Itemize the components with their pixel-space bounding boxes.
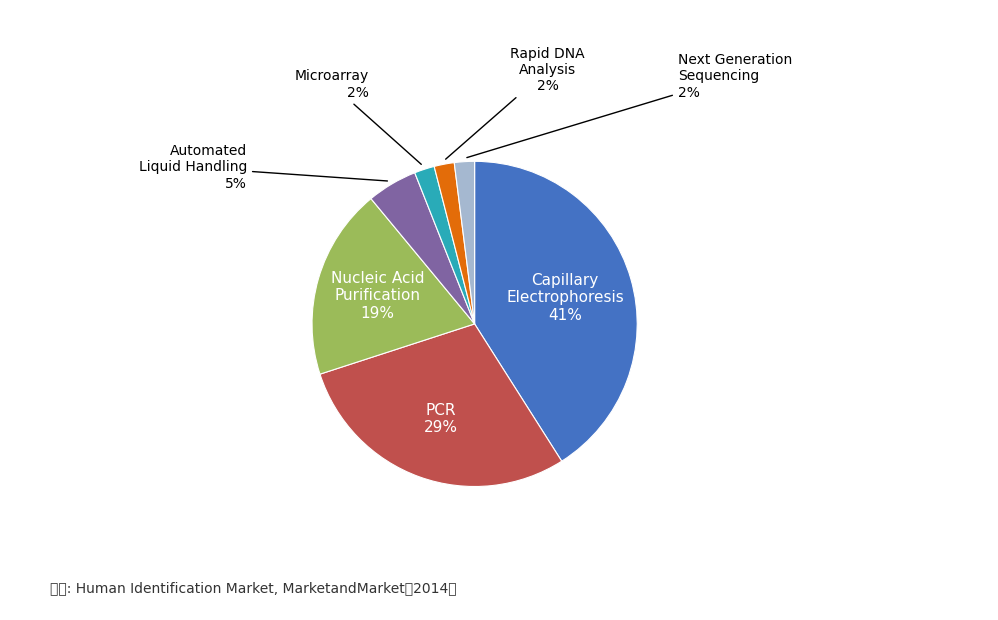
Text: Microarray
2%: Microarray 2% [294,69,421,164]
Wedge shape [415,166,475,324]
Text: Automated
Liquid Handling
5%: Automated Liquid Handling 5% [139,144,387,190]
Wedge shape [454,161,475,324]
Text: 자료: Human Identification Market, MarketandMarket（2014）: 자료: Human Identification Market, Marketa… [50,581,456,595]
Wedge shape [475,161,637,461]
Text: Next Generation
Sequencing
2%: Next Generation Sequencing 2% [467,53,792,157]
Wedge shape [434,162,475,324]
Text: PCR
29%: PCR 29% [423,402,457,435]
Wedge shape [320,324,562,487]
Wedge shape [371,173,475,324]
Wedge shape [312,198,475,374]
Text: Nucleic Acid
Purification
19%: Nucleic Acid Purification 19% [331,271,424,321]
Text: Capillary
Electrophoresis
41%: Capillary Electrophoresis 41% [506,273,624,322]
Text: Rapid DNA
Analysis
2%: Rapid DNA Analysis 2% [446,46,585,159]
